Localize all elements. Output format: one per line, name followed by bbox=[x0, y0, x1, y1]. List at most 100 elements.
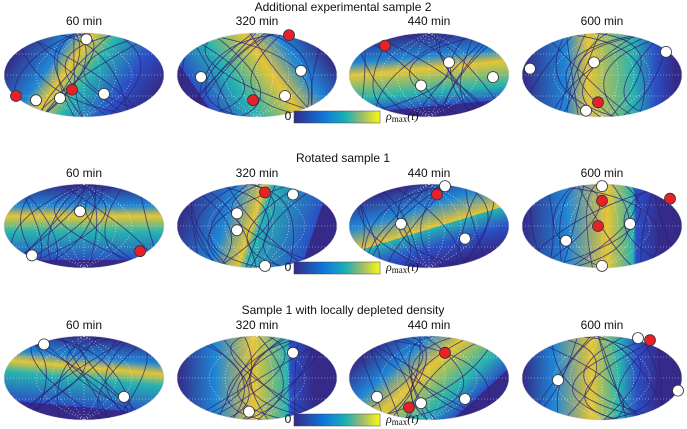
streamline bbox=[415, 33, 492, 117]
sphere-map bbox=[177, 33, 337, 117]
streamline bbox=[586, 184, 598, 268]
grid-meridian bbox=[601, 336, 651, 420]
defect-positive bbox=[415, 79, 427, 92]
colorbar-argument: (t) bbox=[407, 260, 418, 274]
defect-negative bbox=[379, 39, 391, 52]
streamline bbox=[584, 336, 664, 420]
defect-negative bbox=[431, 188, 443, 201]
streamline bbox=[553, 184, 604, 268]
streamline bbox=[583, 336, 673, 420]
grid-meridian bbox=[601, 184, 651, 268]
colorbar-symbol: ρ bbox=[385, 109, 392, 123]
sphere-outline bbox=[3, 183, 165, 269]
section-title: Rotated sample 1 bbox=[296, 151, 390, 165]
colorbar-argument: (t) bbox=[407, 109, 418, 123]
streamline bbox=[555, 33, 616, 117]
defect-positive bbox=[395, 217, 407, 230]
defect-positive bbox=[231, 207, 243, 220]
colorbar-label: ρmax(t) bbox=[385, 109, 419, 124]
streamline bbox=[4, 184, 85, 268]
streamline bbox=[438, 33, 483, 117]
sphere-outline bbox=[176, 335, 338, 421]
panel-label: 60 min bbox=[66, 318, 102, 332]
defect-positive bbox=[560, 234, 572, 247]
panel-label: 320 min bbox=[236, 14, 279, 28]
defect-positive bbox=[231, 224, 243, 237]
grid-meridian bbox=[83, 33, 133, 117]
streamline bbox=[558, 336, 642, 420]
defect-positive bbox=[195, 71, 207, 83]
streamline bbox=[56, 33, 77, 117]
sphere-map bbox=[522, 336, 682, 420]
defect-positive bbox=[487, 71, 499, 83]
streamline bbox=[38, 184, 96, 268]
defect-negative bbox=[283, 29, 295, 41]
defect-negative bbox=[592, 220, 604, 232]
grid-meridian bbox=[208, 336, 258, 420]
streamline bbox=[565, 33, 651, 117]
colorbar bbox=[293, 261, 381, 275]
streamline bbox=[245, 184, 294, 268]
colorbar bbox=[293, 110, 381, 124]
sphere-outline bbox=[3, 335, 165, 421]
streamline bbox=[199, 336, 250, 420]
defect-positive bbox=[596, 180, 608, 193]
defect-positive bbox=[118, 390, 130, 403]
streamline bbox=[105, 336, 134, 420]
colorbar-argument: (t) bbox=[407, 412, 418, 426]
grid-meridian bbox=[380, 184, 430, 268]
defect-positive bbox=[632, 332, 644, 345]
streamline bbox=[566, 33, 609, 117]
panel-label: 60 min bbox=[66, 14, 102, 28]
grid-meridian bbox=[35, 336, 85, 420]
defect-positive bbox=[371, 390, 383, 403]
defect-positive bbox=[243, 405, 255, 418]
streamline bbox=[387, 184, 466, 268]
streamline bbox=[19, 336, 115, 420]
colorbar-label: ρmax(t) bbox=[385, 412, 419, 427]
streamline bbox=[409, 33, 491, 117]
defect-positive bbox=[259, 259, 271, 272]
streamline bbox=[522, 336, 624, 420]
streamline bbox=[389, 336, 427, 420]
defect-positive bbox=[279, 90, 291, 102]
defect-negative bbox=[644, 334, 656, 347]
streamline bbox=[595, 336, 671, 420]
streamline bbox=[190, 33, 277, 117]
streamline bbox=[209, 184, 265, 268]
defect-negative bbox=[10, 90, 22, 102]
streamline bbox=[226, 184, 308, 268]
panel-label: 320 min bbox=[236, 318, 279, 332]
defect-positive bbox=[459, 393, 471, 405]
streamline bbox=[559, 184, 580, 268]
defect-negative bbox=[259, 186, 271, 199]
grid-meridian bbox=[428, 336, 478, 420]
streamline bbox=[12, 184, 91, 268]
grid-meridian bbox=[83, 184, 133, 268]
panel-label: 600 min bbox=[581, 166, 624, 180]
defect-positive bbox=[672, 384, 684, 397]
section-title: Sample 1 with locally depleted density bbox=[242, 303, 445, 317]
grid-meridian bbox=[35, 33, 85, 117]
grid-meridian bbox=[35, 184, 85, 268]
streamline bbox=[569, 184, 630, 268]
streamline bbox=[87, 184, 98, 268]
defect-negative bbox=[596, 194, 608, 207]
sphere-map bbox=[349, 184, 509, 268]
sphere-map bbox=[177, 336, 337, 420]
defect-positive bbox=[439, 180, 451, 193]
panel-label: 440 min bbox=[408, 166, 451, 180]
streamline bbox=[83, 33, 160, 117]
defect-positive bbox=[38, 338, 50, 351]
defect-positive bbox=[98, 88, 110, 100]
defect-positive bbox=[596, 259, 608, 272]
streamline bbox=[263, 184, 320, 268]
streamline bbox=[195, 184, 241, 268]
panel-label: 60 min bbox=[66, 166, 102, 180]
section-title: Additional experimental sample 2 bbox=[255, 0, 432, 14]
colorbar-min: 0 bbox=[285, 260, 292, 274]
streamline bbox=[17, 184, 107, 268]
streamline bbox=[204, 33, 254, 117]
sphere-outline bbox=[176, 32, 338, 118]
